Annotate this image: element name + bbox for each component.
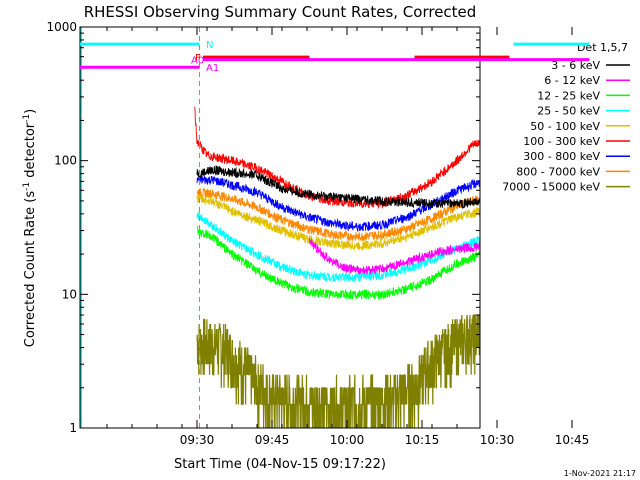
series-line-300to800kev <box>196 174 480 232</box>
y-tick-label: 1 <box>69 421 77 435</box>
y-axis-label-mid: detector <box>23 122 38 182</box>
chart-title: RHESSI Observing Summary Count Rates, Co… <box>84 3 477 21</box>
y-tick-label: 10 <box>62 287 77 301</box>
legend-label: 50 - 100 keV <box>530 120 600 133</box>
flag-label: A0 <box>191 56 204 67</box>
series-line-3to6kev <box>196 164 480 210</box>
legend-label: 800 - 7000 keV <box>516 165 600 178</box>
series-line-12to25kev <box>196 225 480 301</box>
x-tick-label: 10:30 <box>480 433 515 447</box>
legend-label: 12 - 25 keV <box>537 89 600 102</box>
y-axis-label-main: Corrected Count Rate (s <box>23 191 38 348</box>
x-tick-label: 10:45 <box>555 433 590 447</box>
legend-label: 25 - 50 keV <box>537 105 600 118</box>
legend-label: 300 - 800 keV <box>523 150 600 163</box>
series-line-800to7000kev <box>196 187 480 242</box>
plot-area <box>80 27 480 428</box>
x-axis-label: Start Time (04-Nov-15 09:17:22) <box>174 457 386 472</box>
flag-label: N <box>206 40 213 51</box>
flag-label: A1 <box>206 63 219 74</box>
legend-label: 7000 - 15000 keV <box>502 181 600 194</box>
flag-label: F <box>195 53 201 64</box>
y-axis-label: Corrected Count Rate (s-1 detector-1) <box>22 109 38 347</box>
y-tick-label: 1000 <box>46 20 77 34</box>
legend-label: 3 - 6 keV <box>551 59 600 72</box>
x-tick-label: 10:00 <box>330 433 365 447</box>
legend-title: Det 1,5,7 <box>577 41 628 54</box>
y-axis-label-end: ) <box>23 109 38 114</box>
series-line-7000to15000kev <box>196 314 480 428</box>
plot-frame <box>79 26 481 429</box>
legend-label: 100 - 300 keV <box>523 135 600 148</box>
series-line-6to12kev <box>309 237 480 276</box>
series-line-50to100kev <box>196 193 480 252</box>
x-tick-label: 09:30 <box>180 433 215 447</box>
series-line-100to300kev <box>194 105 480 209</box>
legend-label: 6 - 12 keV <box>544 74 600 87</box>
x-tick-label: 09:45 <box>255 433 290 447</box>
y-axis-label-exp1: -1 <box>22 182 32 191</box>
y-tick-label: 100 <box>54 154 77 168</box>
footer-timestamp: 1-Nov-2021 21:17 <box>564 469 636 478</box>
x-tick-label: 10:15 <box>405 433 440 447</box>
y-axis-label-exp2: -1 <box>22 114 32 123</box>
